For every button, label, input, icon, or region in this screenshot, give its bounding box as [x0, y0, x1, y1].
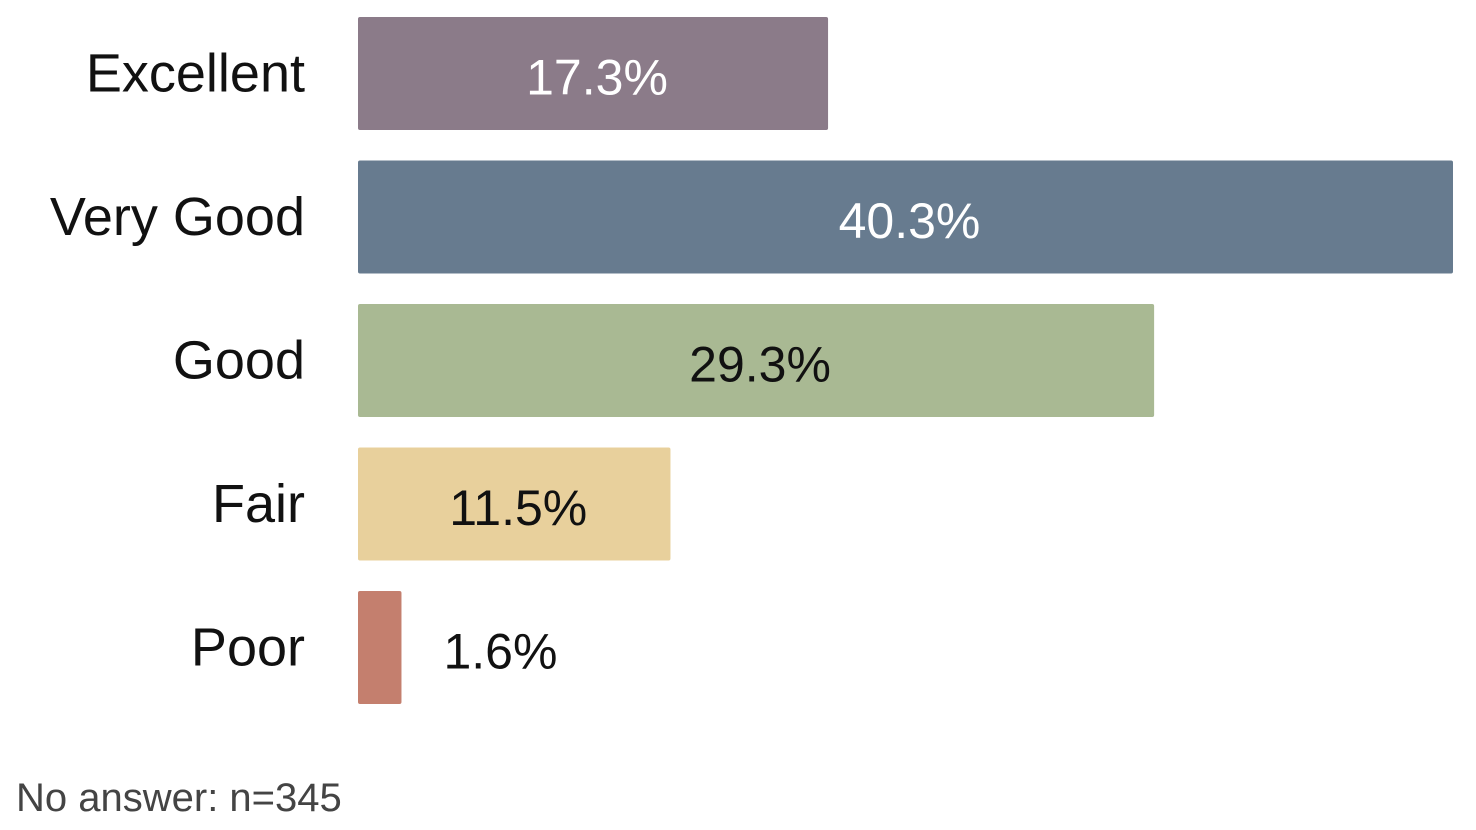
bar	[358, 591, 402, 704]
category-label: Fair	[212, 474, 305, 534]
bar-chart: Excellent 17.3% Very Good 40.3% Good 29.3% Fai…	[50, 17, 1453, 704]
bar	[358, 447, 671, 561]
category-label: Excellent	[86, 44, 305, 104]
value-label: 40.3%	[839, 193, 981, 249]
bar	[358, 160, 1453, 274]
category-label: Poor	[191, 618, 305, 678]
value-label: 17.3%	[526, 50, 668, 106]
value-label: 1.6%	[443, 624, 557, 680]
value-label: 11.5%	[449, 480, 587, 536]
value-label: 29.3%	[689, 337, 831, 393]
bar	[358, 17, 829, 130]
category-label: Good	[173, 331, 305, 391]
category-label: Very Good	[50, 187, 305, 247]
no-answer-footnote: No answer: n=345	[16, 776, 342, 820]
bar	[358, 304, 1155, 417]
